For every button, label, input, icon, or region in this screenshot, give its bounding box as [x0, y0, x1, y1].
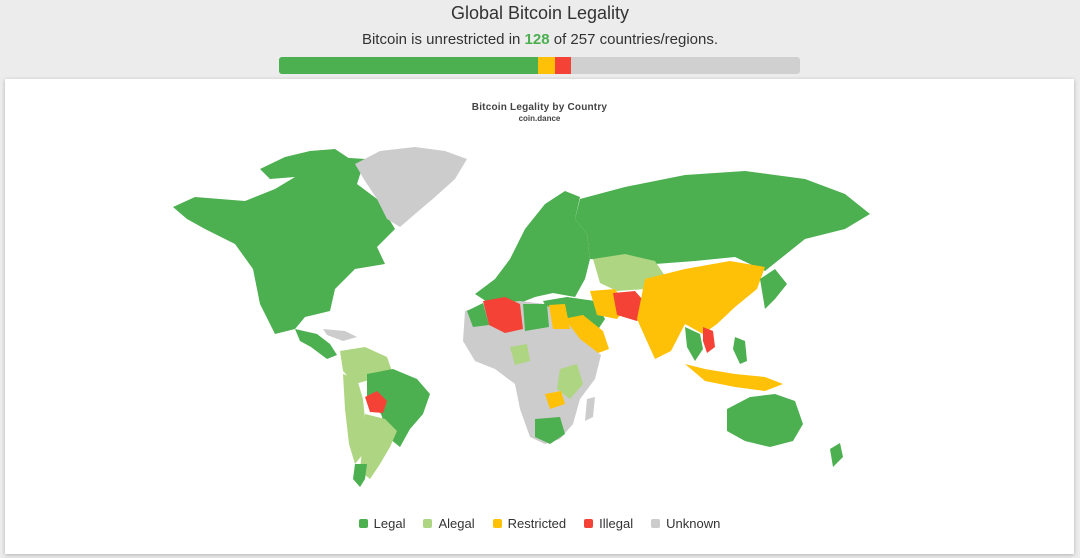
progress-segment-legal	[279, 57, 539, 74]
legend-label-unknown: Unknown	[666, 516, 721, 531]
region-australia[interactable]	[727, 394, 803, 447]
region-korea-japan[interactable]	[760, 269, 787, 309]
region-europe[interactable]	[475, 191, 590, 307]
map-card: Bitcoin Legality by Country coin.dance	[5, 79, 1074, 554]
region-vietnam[interactable]	[703, 327, 715, 353]
region-north-america[interactable]	[173, 157, 395, 334]
legend-label-restricted: Restricted	[507, 516, 567, 531]
legend-swatch-legal	[358, 519, 368, 528]
region-philippines[interactable]	[733, 337, 747, 364]
region-africa[interactable]	[463, 301, 601, 444]
progress-segment-restricted	[538, 57, 555, 74]
region-bolivia[interactable]	[365, 391, 387, 413]
legend-item-alegal[interactable]: Alegal	[423, 516, 475, 531]
region-indonesia[interactable]	[685, 364, 783, 391]
region-indochina[interactable]	[685, 327, 703, 361]
region-south-east-asia[interactable]	[637, 261, 765, 359]
legend-label-legal: Legal	[373, 516, 406, 531]
page-title: Global Bitcoin Legality	[450, 3, 630, 23]
chart-title: Bitcoin Legality by Country	[471, 102, 608, 113]
region-arctic-islands[interactable]	[260, 149, 350, 179]
region-greenland[interactable]	[355, 147, 467, 227]
region-central-america[interactable]	[295, 329, 337, 359]
region-east-africa[interactable]	[557, 364, 583, 399]
region-patagonia[interactable]	[353, 464, 367, 487]
region-west-africa[interactable]	[510, 344, 530, 365]
legend-item-unknown[interactable]: Unknown	[651, 516, 720, 531]
legend-swatch-restricted	[492, 519, 502, 528]
region-argentina[interactable]	[360, 414, 397, 479]
summary-text: Bitcoin is unrestricted in 128 of 257 co…	[0, 31, 1080, 48]
region-brazil[interactable]	[367, 369, 430, 447]
chart-subtitle: coin.dance	[518, 114, 561, 123]
region-caribbean[interactable]	[323, 329, 357, 341]
region-new-zealand[interactable]	[830, 443, 843, 467]
legend-swatch-illegal	[584, 519, 594, 528]
region-morocco[interactable]	[467, 303, 489, 327]
legend-label-alegal: Alegal	[438, 516, 475, 531]
legend-swatch-unknown	[651, 519, 661, 528]
unrestricted-count: 128	[524, 31, 550, 48]
summary-prefix: Bitcoin is unrestricted in	[361, 31, 525, 48]
region-west-south-america[interactable]	[343, 374, 367, 464]
legend-item-legal[interactable]: Legal	[358, 516, 406, 531]
chart-legend: Legal Alegal Restricted Illegal Unknown	[5, 516, 1074, 531]
legend-swatch-alegal	[423, 519, 433, 528]
world-map[interactable]	[5, 79, 1074, 554]
region-egypt[interactable]	[549, 304, 570, 329]
legend-item-restricted[interactable]: Restricted	[492, 516, 567, 531]
legend-label-illegal: Illegal	[599, 516, 634, 531]
region-algeria[interactable]	[483, 297, 523, 333]
region-russia[interactable]	[575, 171, 870, 271]
legality-progress-bar	[279, 57, 800, 74]
region-madagascar[interactable]	[585, 397, 595, 421]
region-libya[interactable]	[523, 304, 549, 331]
region-central-africa[interactable]	[545, 391, 565, 409]
legend-item-illegal[interactable]: Illegal	[584, 516, 633, 531]
progress-segment-illegal	[554, 57, 571, 74]
summary-suffix: of 257 countries/regions.	[549, 31, 719, 48]
region-southern-africa[interactable]	[535, 417, 565, 444]
